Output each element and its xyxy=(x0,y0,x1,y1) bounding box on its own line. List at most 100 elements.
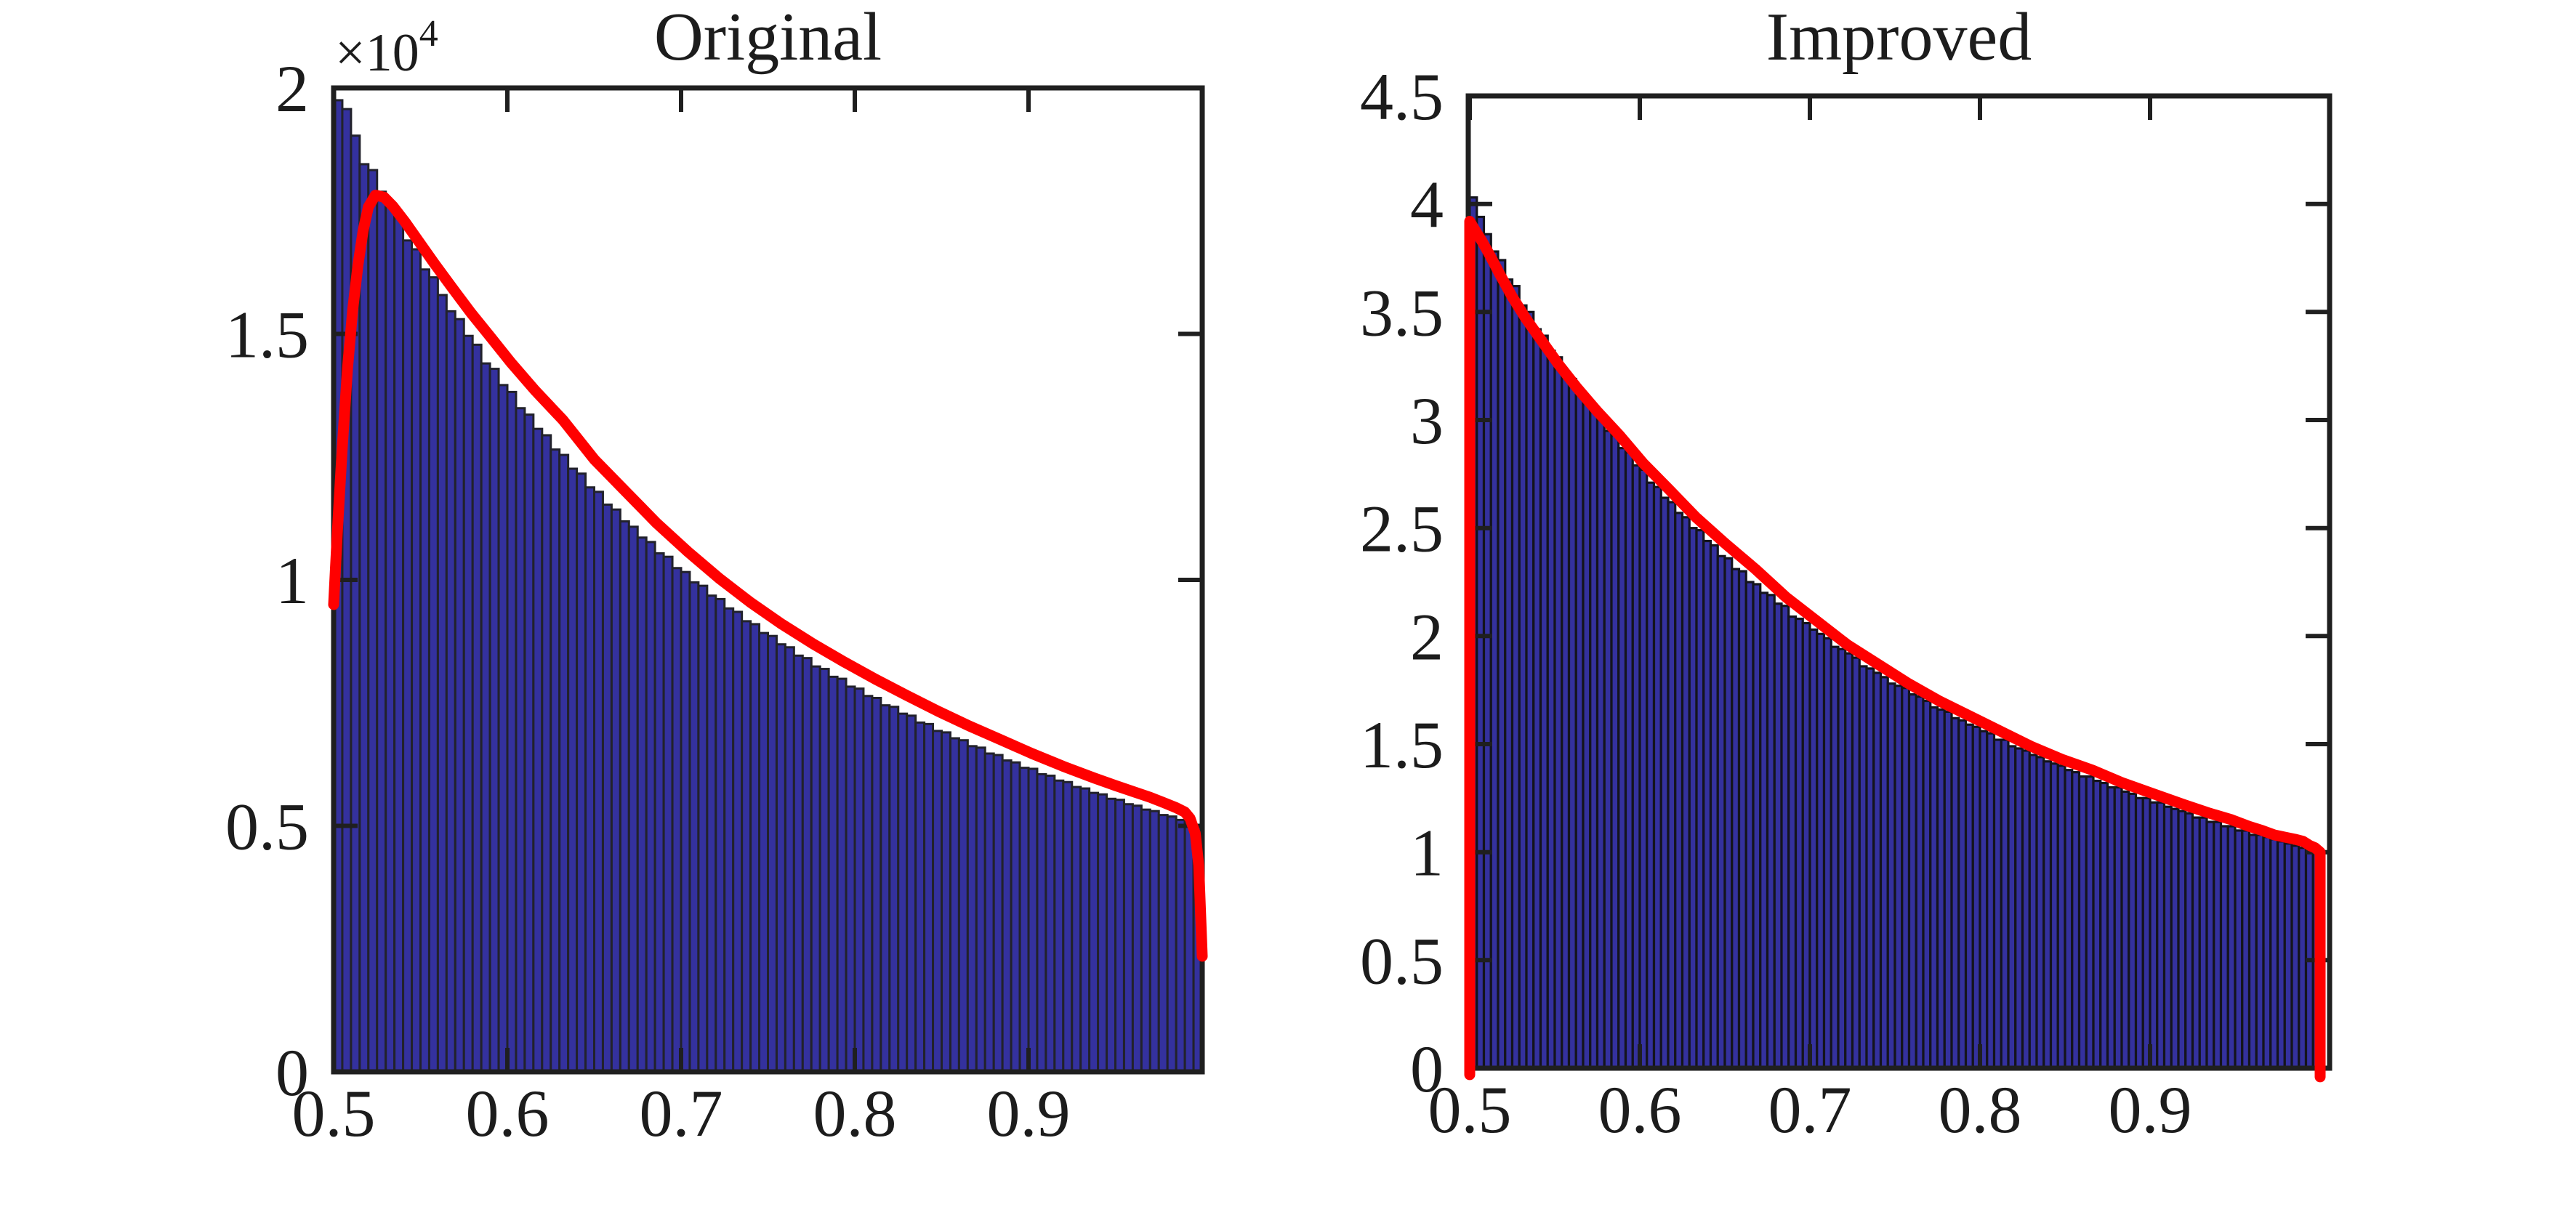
histogram-bar xyxy=(436,294,448,1073)
histogram-bar xyxy=(1140,808,1151,1073)
histogram-bar xyxy=(419,268,430,1073)
histogram-bar xyxy=(758,631,770,1073)
y-tick-label: 1.5 xyxy=(1360,708,1444,782)
histogram-bar xyxy=(1010,761,1021,1073)
histogram-bar xyxy=(341,108,353,1073)
histogram-bars xyxy=(1468,196,2322,1070)
histogram-bar xyxy=(966,745,978,1073)
histogram-bar xyxy=(662,555,674,1073)
histogram-bar xyxy=(941,731,951,1073)
histogram-bar xyxy=(454,318,465,1073)
histogram-bar xyxy=(1018,767,1030,1073)
histogram-bar xyxy=(992,754,1004,1073)
histogram-bar xyxy=(871,696,882,1073)
histogram-bar xyxy=(957,739,969,1073)
x-tick-label: 0.9 xyxy=(987,1076,1071,1150)
y-tick-label: 0.5 xyxy=(1360,924,1444,998)
histogram-bar xyxy=(775,643,786,1073)
x-tick-label: 0.6 xyxy=(466,1076,550,1150)
histogram-bar xyxy=(801,657,813,1073)
histogram-bar xyxy=(584,486,595,1073)
histogram-bar xyxy=(462,334,474,1073)
histogram-bar xyxy=(818,668,830,1073)
histogram-bar xyxy=(1183,820,1195,1073)
histogram-bar xyxy=(932,730,943,1073)
histogram-bar xyxy=(906,714,917,1073)
histogram-bar xyxy=(1001,759,1013,1073)
histogram-bar xyxy=(949,737,960,1073)
histogram-bar xyxy=(376,190,387,1073)
histogram-bar xyxy=(445,310,456,1073)
histogram-bar xyxy=(680,570,691,1073)
histogram-bar xyxy=(636,536,648,1073)
histogram-bar xyxy=(697,584,709,1073)
histogram-bar xyxy=(1036,772,1047,1073)
x-tick-label: 0.8 xyxy=(1939,1073,2022,1147)
y-tick-label: 1 xyxy=(1410,816,1444,890)
histogram-bar xyxy=(358,163,370,1073)
histogram-bars xyxy=(332,99,1204,1073)
histogram-bar xyxy=(1157,814,1169,1073)
x-tick-label: 0.6 xyxy=(1598,1073,1682,1147)
histogram-bar xyxy=(723,607,735,1073)
kde-original-curve xyxy=(328,190,1208,962)
histogram-bar xyxy=(601,503,613,1073)
histogram-bar xyxy=(550,448,561,1073)
histogram-bar xyxy=(897,712,909,1073)
histogram-bar xyxy=(497,384,509,1073)
y-tick-label: 2 xyxy=(275,52,309,126)
histogram-bar xyxy=(532,427,544,1073)
histogram-bar xyxy=(1045,774,1056,1073)
y-tick-label: 4 xyxy=(1410,168,1444,242)
histogram-bar xyxy=(593,491,604,1073)
histogram-bar xyxy=(914,721,926,1073)
histogram-bar xyxy=(827,675,839,1073)
histogram-bar xyxy=(983,752,995,1073)
histogram-bar xyxy=(732,610,744,1073)
histogram-bar xyxy=(688,581,700,1073)
histogram-bar xyxy=(480,362,491,1073)
x-tick-label: 0.5 xyxy=(292,1076,376,1150)
histogram-bar xyxy=(1131,804,1143,1073)
histogram-bar xyxy=(541,434,552,1073)
histogram-bar xyxy=(671,567,683,1073)
histogram-bar xyxy=(1114,799,1125,1073)
histogram-bar xyxy=(576,472,587,1073)
histogram-bar xyxy=(923,722,935,1073)
x-tick-label: 0.8 xyxy=(813,1076,897,1150)
histogram-bar xyxy=(836,677,848,1073)
x-tick-label: 0.9 xyxy=(2109,1073,2192,1147)
y-axis-exponent-label: ×104 xyxy=(335,13,438,83)
histogram-bar xyxy=(810,665,821,1073)
histogram-bar xyxy=(1175,818,1186,1073)
y-tick-label: 3 xyxy=(1410,384,1444,458)
histogram-bar xyxy=(610,508,621,1073)
plot-title: Improved xyxy=(1766,0,2032,75)
y-tick-label: 4.5 xyxy=(1360,60,1444,134)
histogram-bar xyxy=(784,646,795,1073)
x-tick-label: 0.5 xyxy=(1428,1073,1512,1147)
histogram-bar xyxy=(888,706,900,1073)
histogram-bar xyxy=(1106,797,1117,1073)
histogram-bar xyxy=(975,746,986,1073)
histogram-bar xyxy=(1071,786,1082,1073)
histogram-bar xyxy=(1148,810,1160,1073)
histogram-bar xyxy=(653,552,665,1073)
histogram-bar xyxy=(627,525,639,1073)
original-chart: 0.5 0.6 0.7 0.8 0.900.511.52 ×104 Original xyxy=(225,0,1208,1150)
histogram-bar xyxy=(1166,815,1178,1073)
histogram-bar xyxy=(506,390,518,1073)
histogram-bar xyxy=(402,239,414,1073)
histogram-bar xyxy=(558,453,570,1073)
y-tick-label: 1 xyxy=(275,544,309,618)
histogram-bar xyxy=(767,634,778,1073)
histogram-bar xyxy=(471,343,483,1073)
histogram-bar xyxy=(1027,767,1039,1073)
histogram-bar xyxy=(845,685,856,1073)
histogram-bar xyxy=(1062,780,1074,1073)
x-tick-label: 0.7 xyxy=(640,1076,723,1150)
y-tick-label: 3.5 xyxy=(1360,275,1444,350)
histogram-bar xyxy=(427,276,439,1073)
